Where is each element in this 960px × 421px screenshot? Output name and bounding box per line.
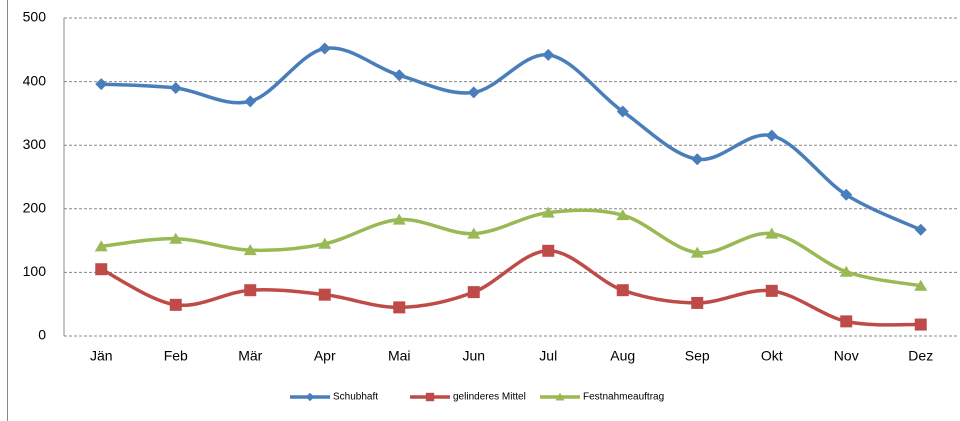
marker	[244, 284, 257, 297]
marker	[392, 213, 406, 225]
x-tick-label: Dez	[908, 348, 933, 364]
x-tick-label: Aug	[610, 348, 635, 364]
y-tick-label: 0	[38, 327, 46, 343]
marker	[690, 246, 704, 258]
marker	[542, 48, 555, 61]
x-tick-label: Feb	[164, 348, 188, 364]
marker	[542, 244, 555, 257]
marker	[244, 95, 257, 108]
marker	[616, 209, 630, 221]
legend-label: Festnahmeauftrag	[583, 392, 664, 403]
y-tick-label: 200	[23, 200, 47, 216]
marker	[393, 301, 406, 314]
marker	[616, 105, 629, 118]
x-tick-label: Sep	[685, 348, 710, 364]
marker	[393, 69, 406, 82]
marker	[840, 188, 853, 201]
legend-label: gelinderes Mittel	[453, 392, 526, 403]
marker	[169, 232, 183, 244]
series-line	[101, 208, 922, 288]
marker	[305, 392, 315, 402]
marker	[169, 81, 182, 94]
x-tick-label: Mai	[388, 348, 411, 364]
marker	[467, 227, 481, 239]
y-tick-label: 300	[23, 136, 47, 152]
y-tick-label: 400	[23, 72, 47, 88]
y-tick-label: 500	[23, 9, 47, 25]
marker	[555, 392, 565, 401]
series-line	[101, 46, 922, 232]
marker	[169, 298, 182, 311]
marker	[425, 392, 435, 402]
x-tick-label: Mär	[238, 348, 262, 364]
legend-label: Schubhaft	[333, 392, 378, 403]
marker	[765, 129, 778, 142]
marker	[95, 263, 108, 276]
marker	[840, 315, 853, 328]
marker	[914, 223, 927, 236]
marker	[95, 78, 108, 91]
marker	[616, 284, 629, 297]
marker	[691, 153, 704, 166]
marker	[839, 265, 853, 277]
marker	[765, 227, 779, 239]
x-tick-label: Jän	[90, 348, 113, 364]
series-line	[100, 249, 921, 327]
x-tick-label: Nov	[834, 348, 859, 364]
x-tick-label: Okt	[761, 348, 783, 364]
marker	[467, 286, 480, 299]
x-tick-label: Apr	[314, 348, 336, 364]
marker	[914, 318, 927, 331]
marker	[318, 288, 331, 301]
marker	[541, 206, 555, 218]
marker	[318, 237, 332, 249]
x-tick-label: Jul	[539, 348, 557, 364]
marker	[243, 244, 257, 256]
marker	[691, 296, 704, 309]
marker	[318, 42, 331, 55]
marker	[94, 240, 108, 252]
marker	[914, 279, 928, 291]
marker	[467, 86, 480, 99]
x-tick-label: Jun	[462, 348, 485, 364]
y-tick-label: 100	[23, 263, 47, 279]
marker	[765, 284, 778, 297]
